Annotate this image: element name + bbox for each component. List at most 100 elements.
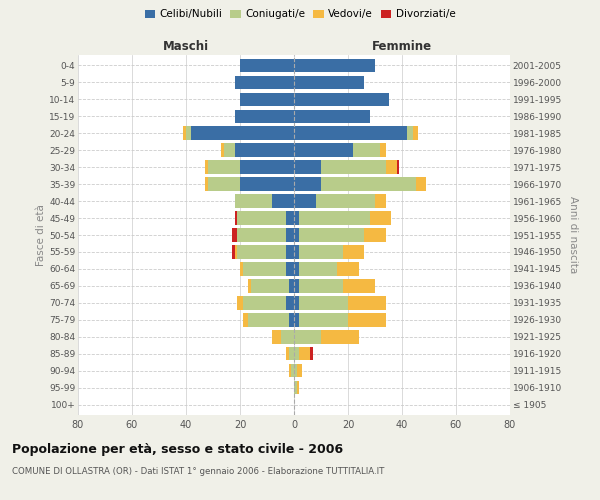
Bar xyxy=(294,246,299,258)
Text: Femmine: Femmine xyxy=(372,40,432,54)
Bar xyxy=(221,144,224,156)
Bar xyxy=(232,246,235,258)
Bar xyxy=(299,296,348,310)
Bar xyxy=(294,110,370,123)
Bar xyxy=(205,178,208,190)
Bar xyxy=(186,126,191,140)
Bar xyxy=(235,144,294,156)
Bar xyxy=(321,160,386,173)
Bar xyxy=(289,314,294,326)
Bar xyxy=(240,58,294,72)
Bar xyxy=(238,296,242,310)
Bar xyxy=(294,347,299,360)
Bar xyxy=(235,76,294,89)
Bar xyxy=(294,76,364,89)
Bar xyxy=(294,330,321,344)
Bar xyxy=(237,246,286,258)
Bar xyxy=(191,126,294,140)
Legend: Celibi/Nubili, Coniugati/e, Vedovi/e, Divorziati/e: Celibi/Nubili, Coniugati/e, Vedovi/e, Di… xyxy=(140,5,460,24)
Bar xyxy=(343,280,375,292)
Bar xyxy=(224,144,235,156)
Bar xyxy=(237,228,286,241)
Bar xyxy=(232,228,238,241)
Bar xyxy=(294,212,299,224)
Bar xyxy=(237,212,286,224)
Text: COMUNE DI OLLASTRA (OR) - Dati ISTAT 1° gennaio 2006 - Elaborazione TUTTITALIA.I: COMUNE DI OLLASTRA (OR) - Dati ISTAT 1° … xyxy=(12,468,385,476)
Bar xyxy=(184,126,186,140)
Bar xyxy=(240,160,294,173)
Bar xyxy=(296,381,299,394)
Bar xyxy=(353,144,380,156)
Bar xyxy=(294,58,375,72)
Bar xyxy=(299,280,343,292)
Bar xyxy=(299,246,343,258)
Bar xyxy=(321,330,359,344)
Bar xyxy=(286,212,294,224)
Text: Maschi: Maschi xyxy=(163,40,209,54)
Bar xyxy=(251,280,289,292)
Bar xyxy=(286,228,294,241)
Bar xyxy=(375,194,386,207)
Bar xyxy=(310,347,313,360)
Bar xyxy=(294,262,299,276)
Bar xyxy=(294,178,321,190)
Bar xyxy=(415,178,426,190)
Bar xyxy=(413,126,418,140)
Bar xyxy=(343,246,364,258)
Bar xyxy=(286,347,289,360)
Bar xyxy=(235,194,272,207)
Bar xyxy=(299,212,370,224)
Bar xyxy=(242,296,286,310)
Bar xyxy=(296,364,302,378)
Bar xyxy=(281,330,294,344)
Bar xyxy=(299,228,364,241)
Bar xyxy=(294,381,296,394)
Bar xyxy=(235,246,238,258)
Bar xyxy=(294,296,299,310)
Bar xyxy=(248,314,289,326)
Bar xyxy=(286,296,294,310)
Y-axis label: Fasce di età: Fasce di età xyxy=(36,204,46,266)
Bar xyxy=(272,194,294,207)
Bar xyxy=(294,144,353,156)
Bar xyxy=(337,262,359,276)
Bar xyxy=(289,280,294,292)
Bar xyxy=(380,144,386,156)
Bar xyxy=(316,194,375,207)
Bar xyxy=(386,160,397,173)
Bar xyxy=(235,110,294,123)
Bar xyxy=(208,160,240,173)
Bar xyxy=(248,280,251,292)
Bar xyxy=(289,364,292,378)
Bar xyxy=(240,178,294,190)
Bar xyxy=(272,330,281,344)
Bar xyxy=(235,212,238,224)
Bar xyxy=(407,126,413,140)
Bar xyxy=(299,347,310,360)
Bar xyxy=(294,160,321,173)
Bar xyxy=(294,364,296,378)
Bar xyxy=(294,314,299,326)
Bar xyxy=(292,364,294,378)
Bar xyxy=(240,92,294,106)
Text: Popolazione per età, sesso e stato civile - 2006: Popolazione per età, sesso e stato civil… xyxy=(12,442,343,456)
Bar xyxy=(286,262,294,276)
Bar xyxy=(397,160,400,173)
Bar xyxy=(208,178,240,190)
Bar xyxy=(294,228,299,241)
Bar xyxy=(294,194,316,207)
Bar xyxy=(348,314,386,326)
Bar xyxy=(294,92,389,106)
Bar xyxy=(364,228,386,241)
Bar xyxy=(205,160,208,173)
Bar xyxy=(240,262,242,276)
Bar xyxy=(242,314,248,326)
Bar xyxy=(370,212,391,224)
Bar xyxy=(299,314,348,326)
Bar xyxy=(242,262,286,276)
Y-axis label: Anni di nascita: Anni di nascita xyxy=(568,196,578,274)
Bar xyxy=(321,178,415,190)
Bar xyxy=(294,280,299,292)
Bar xyxy=(299,262,337,276)
Bar xyxy=(348,296,386,310)
